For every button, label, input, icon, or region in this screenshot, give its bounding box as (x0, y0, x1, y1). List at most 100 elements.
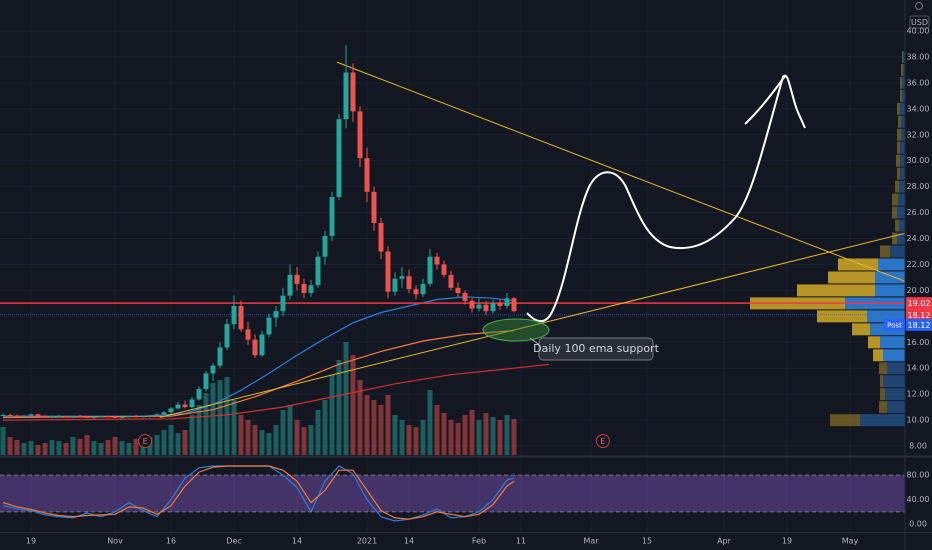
profile-down (898, 193, 905, 206)
profile-up (873, 349, 883, 362)
profile-up (895, 180, 899, 193)
volume-bar (343, 342, 349, 455)
y-tick-label: 10.00 (907, 416, 930, 425)
profile-down (903, 63, 905, 76)
candle-body (196, 388, 202, 400)
volume-bar (175, 433, 181, 455)
candle-body (126, 416, 132, 418)
volume-bar (70, 437, 76, 455)
candle-body (259, 334, 265, 356)
candle-body (217, 347, 223, 366)
candle-body (280, 295, 286, 312)
candle-body (378, 222, 384, 252)
candle-body (84, 416, 90, 418)
profile-down (901, 128, 905, 141)
volume-bar (364, 395, 370, 455)
profile-down (902, 76, 905, 89)
y-tick-label: 14.00 (907, 364, 930, 373)
volume-bar (371, 400, 377, 455)
profile-down (901, 115, 905, 128)
profile-up (892, 193, 898, 206)
candle-body (70, 416, 76, 418)
x-tick-label: 14 (292, 537, 302, 546)
candle-body (301, 283, 307, 294)
x-tick-label: May (842, 537, 859, 546)
profile-down (900, 141, 905, 154)
volume-bar (476, 420, 482, 455)
candle-body (483, 304, 489, 312)
volume-bar (119, 441, 125, 455)
candle-body (462, 293, 468, 301)
candle-body (273, 311, 279, 318)
profile-down (887, 362, 905, 375)
volume-bar (294, 420, 300, 455)
candle-body (42, 416, 48, 418)
volume-bar (217, 380, 223, 455)
y-tick-label: 28.00 (907, 182, 930, 191)
profile-up (895, 219, 899, 232)
candle-body (203, 373, 209, 389)
volume-bar (406, 425, 412, 455)
candle-body (294, 274, 300, 284)
volume-bar (336, 360, 342, 455)
candle-body (112, 416, 118, 418)
candle-body (0, 414, 6, 416)
volume-bar (329, 375, 335, 455)
y-tick-label: 36.00 (907, 78, 930, 87)
candle-body (413, 289, 419, 295)
stoch-tick-label: 0.00 (909, 520, 927, 529)
profile-down (883, 375, 905, 388)
candle-body (511, 298, 517, 312)
ema-line (2, 330, 515, 419)
profile-down (860, 414, 905, 427)
volume-bar (469, 410, 475, 455)
candle-body (224, 324, 230, 348)
currency-label[interactable]: USD (911, 18, 928, 27)
volume-bar (77, 439, 83, 455)
volume-bar (189, 415, 195, 455)
volume-bar (420, 420, 426, 455)
profile-down (900, 167, 905, 180)
volume-bar (350, 355, 356, 455)
volume-bar (91, 441, 97, 455)
candle-body (448, 274, 454, 288)
candle-body (147, 415, 153, 417)
earnings-marker (138, 434, 153, 448)
profile-down (897, 206, 905, 219)
profile-up (900, 76, 902, 89)
y-tick-label: 34.00 (907, 104, 930, 113)
profile-down (899, 180, 905, 193)
profile-down (883, 349, 905, 362)
x-tick-label: 14 (404, 537, 414, 546)
settings-icon[interactable] (915, 2, 923, 10)
candle-body (434, 256, 440, 265)
candle-body (336, 119, 342, 198)
volume-bar (511, 419, 517, 455)
callout-text: Daily 100 ema support (533, 342, 659, 355)
candle-body (504, 298, 510, 306)
profile-up (852, 323, 870, 336)
volume-bar (448, 420, 454, 455)
y-tick-label: 22.00 (907, 260, 930, 269)
profile-down (903, 50, 905, 63)
candle-body (420, 283, 426, 295)
volume-bar (84, 435, 90, 455)
candle-body (287, 274, 293, 296)
candle-body (77, 416, 83, 418)
profile-down (875, 284, 905, 297)
candle-body (98, 416, 104, 418)
x-tick-label: Nov (107, 537, 123, 546)
currency-box[interactable] (909, 15, 930, 29)
x-tick-label: 16 (166, 537, 176, 546)
profile-up (901, 63, 903, 76)
volume-bar (315, 410, 321, 455)
volume-bar (427, 390, 433, 455)
volume-bar (287, 405, 293, 455)
profile-up (880, 375, 883, 388)
volume-bar (378, 405, 384, 455)
candle-body (231, 305, 237, 325)
candle-body (322, 235, 328, 257)
y-tick-label: 26.00 (907, 208, 930, 217)
candle-body (245, 329, 251, 340)
